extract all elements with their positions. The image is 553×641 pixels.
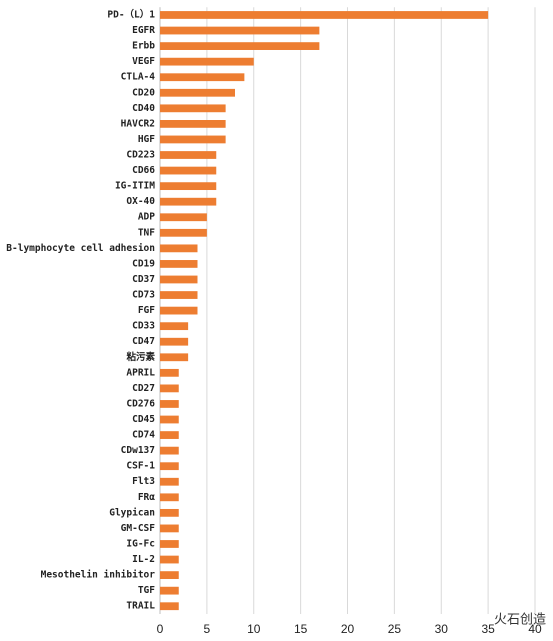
y-tick-label: Erbb [132,41,155,52]
bar [160,182,217,191]
bar [160,57,254,66]
bar [160,42,320,50]
bar [160,244,198,253]
bar [160,384,179,393]
y-tick-label: IG-Fc [126,538,155,549]
x-tick-label: 0 [157,622,164,636]
bar [160,275,198,284]
y-tick-label: FGF [138,305,155,316]
bar [160,493,179,502]
y-tick-label: CD276 [126,398,155,409]
bar [160,73,245,82]
bar [160,151,217,159]
y-tick-label: APRIL [126,367,155,378]
bar [160,306,198,315]
y-tick-label: TRAIL [126,601,155,612]
y-tick-label: ADP [138,212,155,223]
bar [160,120,226,128]
y-tick-label: CD47 [132,336,155,347]
x-tick-label: 15 [294,622,308,636]
y-tick-label: Mesothelin inhibitor [41,570,156,581]
bar [160,540,179,548]
y-tick-label: CD33 [132,321,155,332]
y-tick-label: TGF [138,585,155,596]
watermark: 火石创造 [494,613,546,628]
y-tick-label: OX-40 [126,196,155,207]
bar [160,446,179,455]
bar [160,260,198,268]
y-tick-label: CD37 [132,274,155,285]
bar [160,166,217,175]
y-tick-label: CD40 [132,103,155,114]
y-tick-label: EGFR [132,25,155,36]
bar [160,197,217,206]
y-tick-label: TNF [138,227,155,238]
bar [160,337,189,346]
bar [160,291,198,299]
bar [160,228,207,237]
bar [160,571,179,579]
bar [160,602,179,611]
x-tick-label: 25 [388,622,402,636]
x-tick-label: 30 [435,622,449,636]
x-tick-label: 35 [481,622,495,636]
y-tick-label: IL-2 [132,554,155,565]
bar [160,415,179,424]
bar [160,322,189,331]
bar [160,462,179,471]
bar [160,213,207,222]
y-tick-label: CD73 [132,290,155,301]
bar [160,104,226,113]
bar [160,477,179,486]
x-tick-label: 5 [204,622,211,636]
bar [160,555,179,564]
y-tick-label: Flt3 [132,476,155,487]
y-tick-label: IG-ITIM [115,181,155,192]
y-tick-label: VEGF [132,56,155,67]
bar [160,368,179,377]
bar [160,524,179,533]
x-tick-label: 40 [528,622,542,636]
bar [160,26,320,35]
y-tick-label: 粘污素 [125,351,155,363]
y-tick-label: PD-（L）1 [107,8,155,20]
x-tick-label: 10 [247,622,261,636]
y-tick-label: CD45 [132,414,155,425]
y-tick-label: CSF-1 [126,461,155,472]
y-tick-label: CTLA-4 [121,72,156,83]
y-tick-label: CD19 [132,258,155,269]
y-tick-label: HAVCR2 [121,118,155,129]
y-tick-label: CD27 [132,383,155,394]
bar [160,88,235,97]
y-tick-label: HGF [138,134,155,145]
y-tick-label: CD223 [126,150,155,161]
y-tick-label: CD66 [132,165,155,176]
bar [160,400,179,408]
y-tick-label: CDw137 [121,445,155,456]
bar [160,586,179,595]
y-tick-label: GM-CSF [121,523,156,534]
y-tick-label: Glypican [109,507,155,518]
y-tick-label: B-lymphocyte cell adhesion [6,243,155,254]
bar [160,431,179,439]
y-tick-label: FRα [138,492,155,503]
bar [160,135,226,144]
bar [160,11,489,19]
y-tick-label: CD74 [132,430,155,441]
bar [160,508,179,517]
y-tick-label: CD20 [132,87,155,98]
x-tick-label: 20 [341,622,355,636]
bar [160,353,189,362]
